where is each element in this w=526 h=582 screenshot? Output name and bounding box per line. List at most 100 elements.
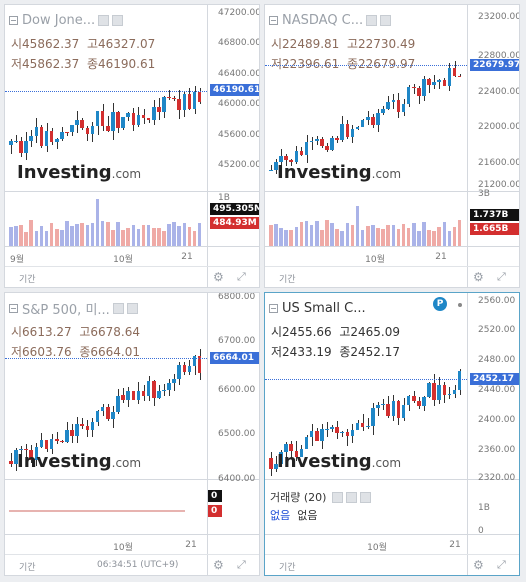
chart-panel-dow[interactable]: Dow Jone... 시45862.37 고46327.07 저45862.3… — [4, 4, 260, 288]
gear-icon[interactable]: ⚙ — [473, 558, 484, 572]
candle — [111, 103, 115, 140]
pin-badge[interactable]: P — [433, 297, 447, 311]
candle — [126, 386, 130, 408]
volume-bar — [54, 229, 59, 246]
price-axis[interactable]: 6800.00 6700.00 6600.00 6500.00 6400.00 … — [207, 293, 259, 575]
candle — [406, 394, 411, 412]
candle — [381, 398, 385, 410]
candle — [340, 430, 345, 437]
volume-bar — [432, 231, 436, 246]
panel-footer: 기간 ⚙ ⤢ — [265, 554, 519, 575]
candle — [304, 434, 309, 450]
volume-bar — [437, 227, 442, 246]
visibility-icon[interactable] — [346, 491, 358, 503]
candle — [44, 123, 49, 152]
panel-header: NASDAQ C... — [269, 11, 392, 29]
candle — [172, 373, 176, 391]
candle — [54, 137, 59, 149]
volume-bar — [90, 223, 95, 246]
price-axis[interactable]: 23200.00 22800.00 22400.00 22000.00 2160… — [467, 5, 519, 287]
volume-bar — [396, 229, 401, 246]
expand-icon[interactable]: ⤢ — [237, 558, 246, 571]
settings-icon[interactable] — [112, 302, 124, 314]
settings-icon[interactable] — [98, 14, 110, 26]
candle — [442, 77, 447, 86]
period-label[interactable]: 기간 — [19, 275, 36, 285]
gear-icon[interactable]: ⚙ — [213, 558, 224, 572]
candle — [314, 136, 319, 146]
period-label[interactable]: 기간 — [279, 275, 296, 285]
expand-icon[interactable]: ⤢ — [497, 558, 506, 571]
candle — [269, 452, 273, 476]
volume-flatline — [9, 510, 185, 512]
candle — [14, 134, 18, 144]
candlestick-area[interactable] — [265, 5, 467, 191]
panel-header: Dow Jone... — [9, 11, 124, 29]
volume-bar — [325, 220, 329, 246]
visibility-icon[interactable] — [112, 14, 124, 26]
volume-bar — [95, 199, 100, 246]
close-icon[interactable] — [360, 491, 372, 503]
ohlc-row-2: 저6603.76 종6664.01 — [11, 345, 140, 359]
candle — [157, 98, 161, 120]
chart-panel-sp500[interactable]: S&P 500, 미... 시6613.27 고6678.64 저6603.76… — [4, 292, 260, 576]
collapse-icon[interactable] — [269, 303, 278, 313]
candle — [65, 131, 69, 136]
candle — [100, 103, 105, 132]
period-label[interactable]: 기간 — [279, 563, 296, 573]
candle — [80, 418, 85, 430]
candlestick-area[interactable] — [5, 5, 207, 191]
settings-icon[interactable] — [366, 14, 378, 26]
candlestick-area[interactable] — [265, 293, 467, 479]
candle — [437, 78, 442, 89]
candle — [391, 94, 396, 110]
candle — [335, 421, 339, 440]
candle — [330, 424, 334, 432]
candle — [116, 389, 120, 414]
more-dot-icon[interactable] — [458, 303, 462, 307]
expand-icon[interactable]: ⤢ — [237, 270, 246, 283]
candle — [95, 409, 100, 427]
candle — [182, 91, 187, 118]
volume-bar — [401, 223, 406, 246]
volume-bar — [151, 228, 156, 246]
settings-icon[interactable] — [332, 491, 344, 503]
gear-icon[interactable]: ⚙ — [473, 270, 484, 284]
price-axis[interactable]: 47200.00 46800.00 46400.00 46000.00 4560… — [207, 5, 259, 287]
chart-panel-nasdaq[interactable]: NASDAQ C... 시22489.81 고22730.49 저22396.6… — [264, 4, 520, 288]
collapse-icon[interactable] — [9, 303, 18, 313]
gear-icon[interactable]: ⚙ — [213, 270, 224, 284]
ohlc-row-1: 시45862.37 고46327.07 — [11, 37, 156, 51]
candle — [360, 414, 365, 431]
candle — [95, 110, 100, 135]
volume-bar — [106, 222, 110, 246]
candle — [427, 381, 431, 398]
volume-bar — [9, 227, 13, 246]
volume-bar — [381, 228, 385, 246]
price-axis[interactable]: 2560.00 2520.00 2480.00 2440.00 2400.00 … — [467, 293, 519, 575]
candle — [320, 423, 324, 450]
volume-bar — [376, 227, 380, 246]
candle — [376, 402, 380, 416]
candle — [406, 84, 411, 108]
candle — [284, 441, 288, 462]
volume-legend: 거래량 (20) — [270, 489, 372, 505]
chart-panel-us-small-cap[interactable]: US Small C... P 시2455.66 고2465.09 저2433.… — [264, 292, 520, 576]
candle — [452, 61, 457, 78]
candlestick-area[interactable] — [5, 293, 207, 479]
expand-icon[interactable]: ⤢ — [497, 270, 506, 283]
candle — [345, 429, 350, 446]
last-price-tag: 2452.17 — [470, 373, 519, 385]
candle — [289, 440, 293, 460]
period-label[interactable]: 기간 — [19, 563, 36, 573]
visibility-icon[interactable] — [380, 14, 392, 26]
candle — [136, 106, 141, 127]
visibility-icon[interactable] — [126, 302, 138, 314]
candle — [447, 62, 452, 92]
candle — [411, 391, 416, 403]
collapse-icon[interactable] — [269, 15, 278, 25]
x-label: 21 — [181, 252, 193, 262]
candle — [34, 442, 39, 466]
collapse-icon[interactable] — [9, 15, 18, 25]
candle — [167, 378, 171, 396]
